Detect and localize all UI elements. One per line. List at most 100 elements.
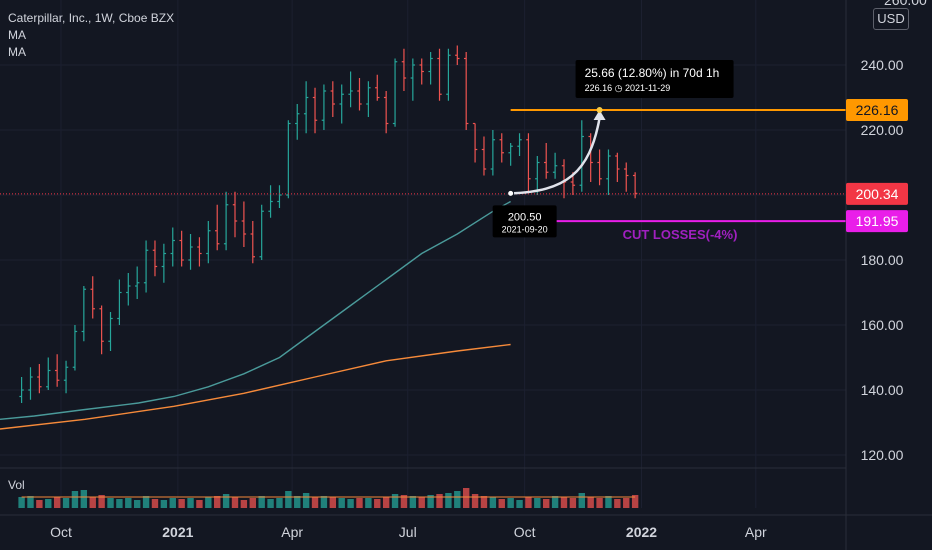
volume-bar: [569, 498, 577, 508]
volume-bar: [587, 497, 594, 508]
volume-bar: [445, 493, 452, 508]
volume-pane: Vol: [0, 467, 932, 508]
ohlc-bar: [597, 149, 602, 186]
volume-bar: [187, 498, 194, 508]
ohlc-bar: [526, 133, 531, 192]
volume-bar: [374, 499, 381, 508]
ohlc-bar: [446, 48, 451, 101]
volume-bar: [382, 497, 390, 508]
start-date-label: 2021-09-20: [502, 224, 548, 234]
ohlc-bar: [579, 120, 584, 192]
volume-bar: [133, 500, 141, 508]
volume-bar: [480, 496, 488, 508]
ohlc-bar: [259, 204, 264, 260]
ohlc-bar: [624, 162, 629, 192]
projection-end-label: 226.16 ◷ 2021-11-29: [585, 83, 671, 93]
ohlc-bar: [383, 91, 389, 134]
x-tick-label: Jul: [399, 524, 417, 540]
volume-bar: [489, 497, 497, 508]
ohlc-bar: [455, 45, 460, 65]
volume-bar: [400, 495, 408, 508]
ohlc-bar: [544, 143, 549, 179]
volume-bar: [258, 496, 265, 508]
projection-end-point[interactable]: [596, 106, 603, 113]
ohlc-bars: [19, 45, 638, 403]
chart-legend: Caterpillar, Inc., 1W, Cboe BZX MA MA: [8, 10, 174, 61]
ohlc-bar: [170, 227, 175, 267]
ohlc-bar: [72, 325, 78, 371]
currency-label[interactable]: USD: [873, 8, 909, 30]
ma-fast-line: [0, 200, 511, 420]
volume-bar: [107, 498, 114, 508]
volume-bar: [285, 491, 292, 508]
ma-indicator-label[interactable]: MA: [8, 45, 26, 59]
ma-slow-line: [0, 343, 511, 430]
ohlc-bar: [499, 133, 504, 163]
volume-bar: [125, 498, 132, 508]
volume-bar: [605, 496, 612, 508]
ohlc-bar: [517, 133, 522, 156]
ohlc-bar: [375, 74, 380, 101]
volume-bar: [18, 497, 25, 508]
ohlc-bar: [250, 221, 255, 264]
ohlc-bar: [206, 221, 211, 264]
ohlc-bar: [268, 185, 273, 218]
y-tick-label: 120.00: [861, 447, 904, 463]
volume-bar: [36, 500, 43, 508]
volume-bar: [27, 496, 34, 508]
ohlc-bar: [179, 230, 184, 267]
ohlc-bar: [535, 156, 540, 195]
volume-bar: [471, 494, 479, 508]
projection-arrow[interactable]: [510, 117, 601, 195]
ohlc-bar: [188, 234, 193, 270]
ohlc-bar: [143, 240, 149, 293]
current-price-badge: [846, 182, 908, 205]
price-axis[interactable]: [846, 0, 932, 550]
volume-bar: [365, 498, 372, 508]
ohlc-bar: [437, 48, 442, 101]
ohlc-bar: [54, 354, 60, 387]
volume-bar: [551, 496, 559, 508]
ohlc-bar: [295, 104, 300, 140]
projection-start-point[interactable]: [507, 189, 515, 197]
ohlc-bar: [19, 377, 24, 403]
volume-bar: [178, 499, 185, 508]
x-tick-label: Apr: [745, 524, 767, 540]
ohlc-bar: [241, 201, 247, 247]
volume-bar: [249, 498, 256, 508]
ma-indicator-label[interactable]: MA: [8, 28, 26, 42]
ohlc-bar: [463, 52, 469, 130]
volume-bar: [560, 497, 568, 508]
end-tooltip: [575, 59, 734, 98]
ohlc-bar: [152, 240, 158, 277]
y-tick-label: 220.00: [861, 122, 904, 138]
ohlc-bar: [303, 81, 309, 134]
volume-bar: [391, 494, 399, 508]
volume-bar: [80, 490, 88, 508]
volume-bar: [338, 498, 345, 508]
symbol-title[interactable]: Caterpillar, Inc., 1W, Cboe BZX: [8, 11, 175, 25]
volume-bar: [45, 499, 52, 508]
y-tick-label: 240.00: [861, 57, 904, 73]
ohlc-bar: [286, 120, 291, 199]
ohlc-bar: [312, 87, 318, 134]
volume-bar: [53, 497, 61, 508]
start-price-label: 200.50: [508, 211, 542, 223]
volume-bar: [240, 500, 248, 508]
ohlc-bar: [552, 152, 558, 179]
x-tick-label: 2022: [626, 524, 657, 540]
ohlc-bar: [277, 185, 282, 208]
volume-bar: [142, 496, 150, 508]
volume-label: Vol: [8, 478, 25, 492]
ohlc-bar: [197, 237, 202, 267]
current-price-label: 200.34: [856, 186, 899, 202]
x-tick-label: Oct: [514, 524, 536, 540]
volume-bar: [116, 499, 123, 508]
grid: [0, 0, 846, 508]
target-price-label: 226.16: [856, 102, 899, 118]
ohlc-bar: [481, 136, 487, 176]
volume-bar: [631, 495, 639, 508]
